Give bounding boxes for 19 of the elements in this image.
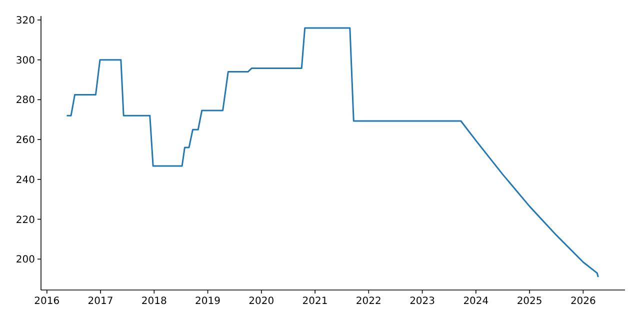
y-tick-label: 220 xyxy=(16,214,35,226)
x-tick-label: 2021 xyxy=(302,296,328,307)
x-tick-label: 2022 xyxy=(356,296,382,307)
y-tick-label: 200 xyxy=(16,254,35,266)
y-tick-label: 280 xyxy=(16,95,35,106)
x-tick-label: 2025 xyxy=(516,296,542,307)
x-tick-label: 2016 xyxy=(34,296,60,307)
line-series xyxy=(66,27,599,278)
x-tick-label: 2018 xyxy=(141,296,167,307)
y-tick-label: 320 xyxy=(16,15,35,26)
y-tick-label: 300 xyxy=(16,55,35,66)
y-tick-label: 240 xyxy=(16,174,35,186)
x-tick-label: 2019 xyxy=(195,296,221,307)
y-tick-label: 260 xyxy=(16,135,35,146)
x-tick-label: 2024 xyxy=(463,296,489,307)
x-tick-label: 2023 xyxy=(410,296,436,307)
x-tick-label: 2026 xyxy=(570,296,596,307)
x-tick-label: 2020 xyxy=(248,296,274,307)
x-tick-label: 2017 xyxy=(88,296,114,307)
